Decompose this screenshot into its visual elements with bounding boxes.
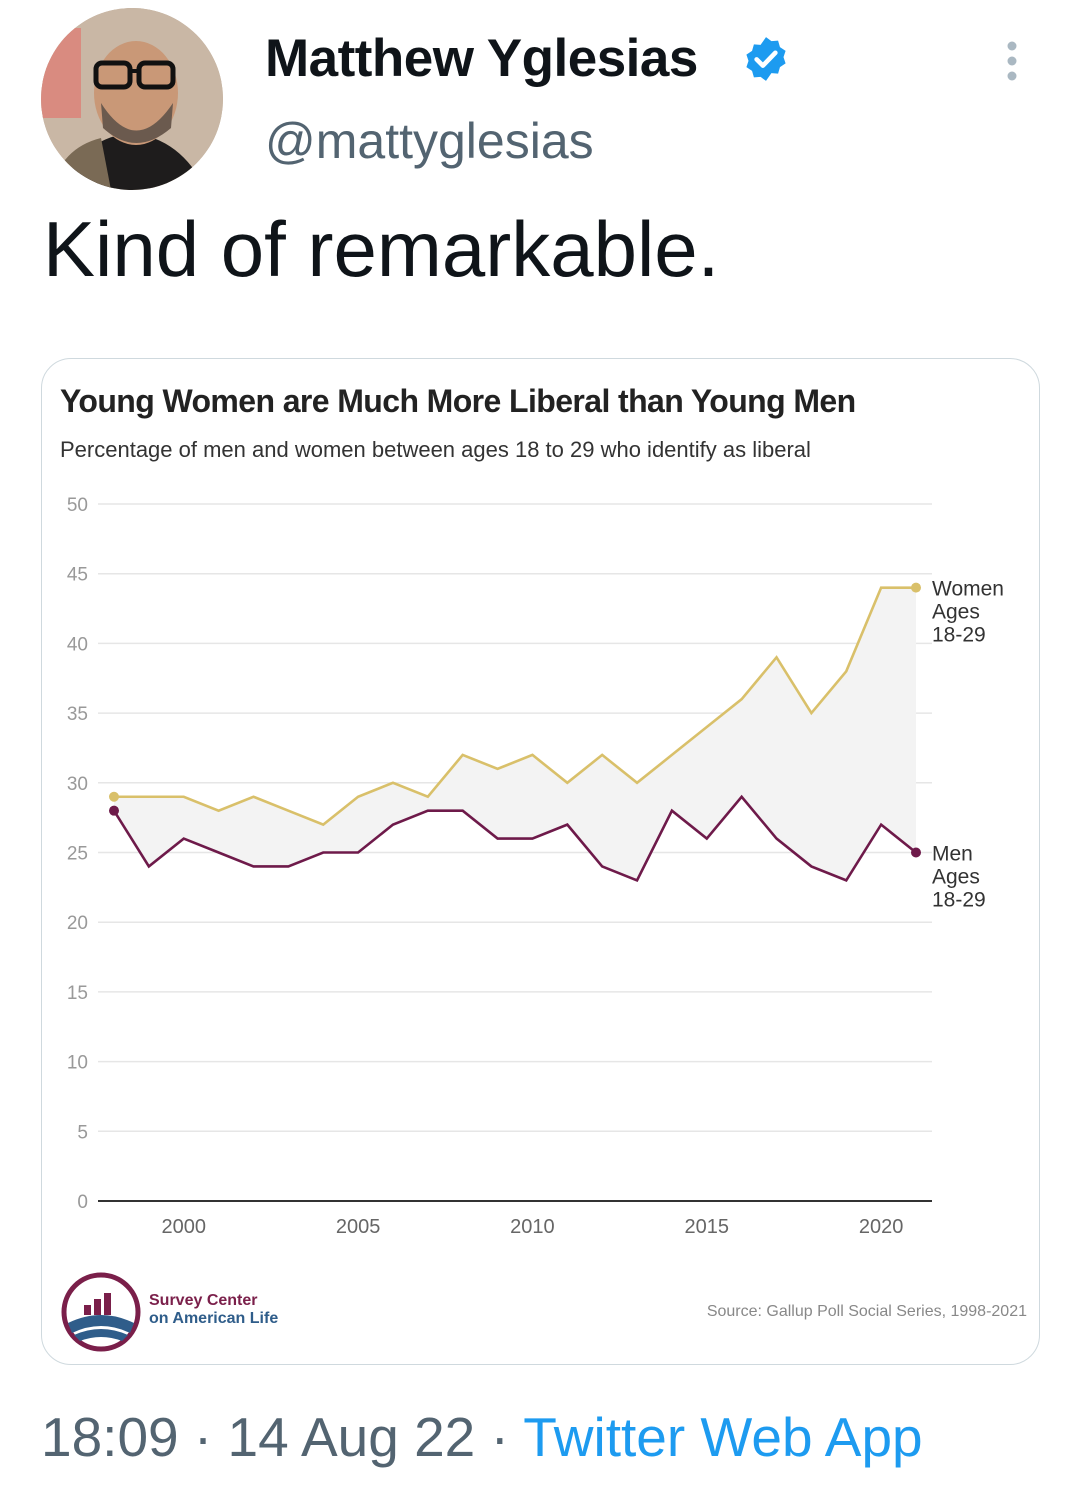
series-label: Ages [932, 601, 980, 624]
y-tick-label: 35 [67, 704, 88, 725]
separator: · [193, 1406, 213, 1468]
y-tick-label: 5 [77, 1122, 88, 1143]
chart-image-card[interactable]: 0 5 10 15 20 25 30 35 40 45 50 2000 2005 2010 2015 2020… [41, 358, 1040, 1365]
logo-line-1: Survey Center [149, 1292, 258, 1309]
x-tick-label: 2015 [685, 1216, 730, 1238]
x-tick-label: 2020 [859, 1216, 904, 1238]
gap-area [114, 587, 916, 881]
survey-center-logo-icon [61, 1272, 141, 1352]
series-endpoint [109, 805, 119, 816]
x-tick-label: 2000 [161, 1216, 206, 1238]
y-tick-label: 10 [67, 1053, 88, 1074]
chart-source: Source: Gallup Poll Social Series, 1998-… [706, 1303, 1027, 1320]
avatar[interactable] [41, 8, 223, 190]
source-app-link[interactable]: Twitter Web App [523, 1406, 923, 1468]
avatar-photo [41, 8, 223, 190]
tweet-date[interactable]: 14 Aug 22 [227, 1406, 476, 1468]
series-endpoint [911, 582, 921, 593]
chart-subtitle: Percentage of men and women between ages… [60, 437, 811, 462]
line-chart: 0 5 10 15 20 25 30 35 40 45 50 2000 2005 2010 2015 2020… [67, 495, 1004, 1238]
y-tick-label: 30 [67, 774, 88, 795]
tweet-time[interactable]: 18:09 [41, 1406, 179, 1468]
series-label: 18-29 [932, 624, 986, 647]
y-tick-label: 50 [67, 495, 88, 516]
series-endpoint [109, 791, 119, 802]
x-tick-label: 2010 [510, 1216, 555, 1238]
tweet-metadata: 18:09 · 14 Aug 22 · Twitter Web App [41, 1405, 923, 1469]
tweet-text: Kind of remarkable. [43, 205, 720, 293]
survey-center-logo-text: Survey Center on American Life [149, 1292, 278, 1328]
author-handle[interactable]: @mattyglesias [265, 113, 594, 169]
y-tick-label: 15 [67, 983, 88, 1004]
y-tick-label: 45 [67, 565, 88, 586]
series-label: Men [932, 843, 973, 866]
series-line-women [114, 586, 916, 827]
series-endpoint [911, 847, 921, 858]
chart-title: Young Women are Much More Liberal than Y… [60, 383, 856, 419]
series-label: Women [932, 578, 1004, 601]
series-label: Ages [932, 866, 980, 889]
y-tick-label: 25 [67, 844, 88, 865]
logo-line-2: on American Life [149, 1310, 279, 1327]
separator: · [490, 1406, 509, 1468]
verified-badge-icon [746, 37, 786, 81]
series-label: 18-29 [932, 889, 986, 912]
y-tick-label: 20 [67, 913, 88, 934]
series-line-men [112, 794, 917, 883]
author-name[interactable]: Matthew Yglesias [265, 29, 698, 88]
x-tick-label: 2005 [336, 1216, 381, 1238]
more-options-icon[interactable] [1000, 40, 1024, 84]
y-tick-label: 40 [67, 634, 88, 655]
y-tick-label: 0 [77, 1192, 88, 1213]
